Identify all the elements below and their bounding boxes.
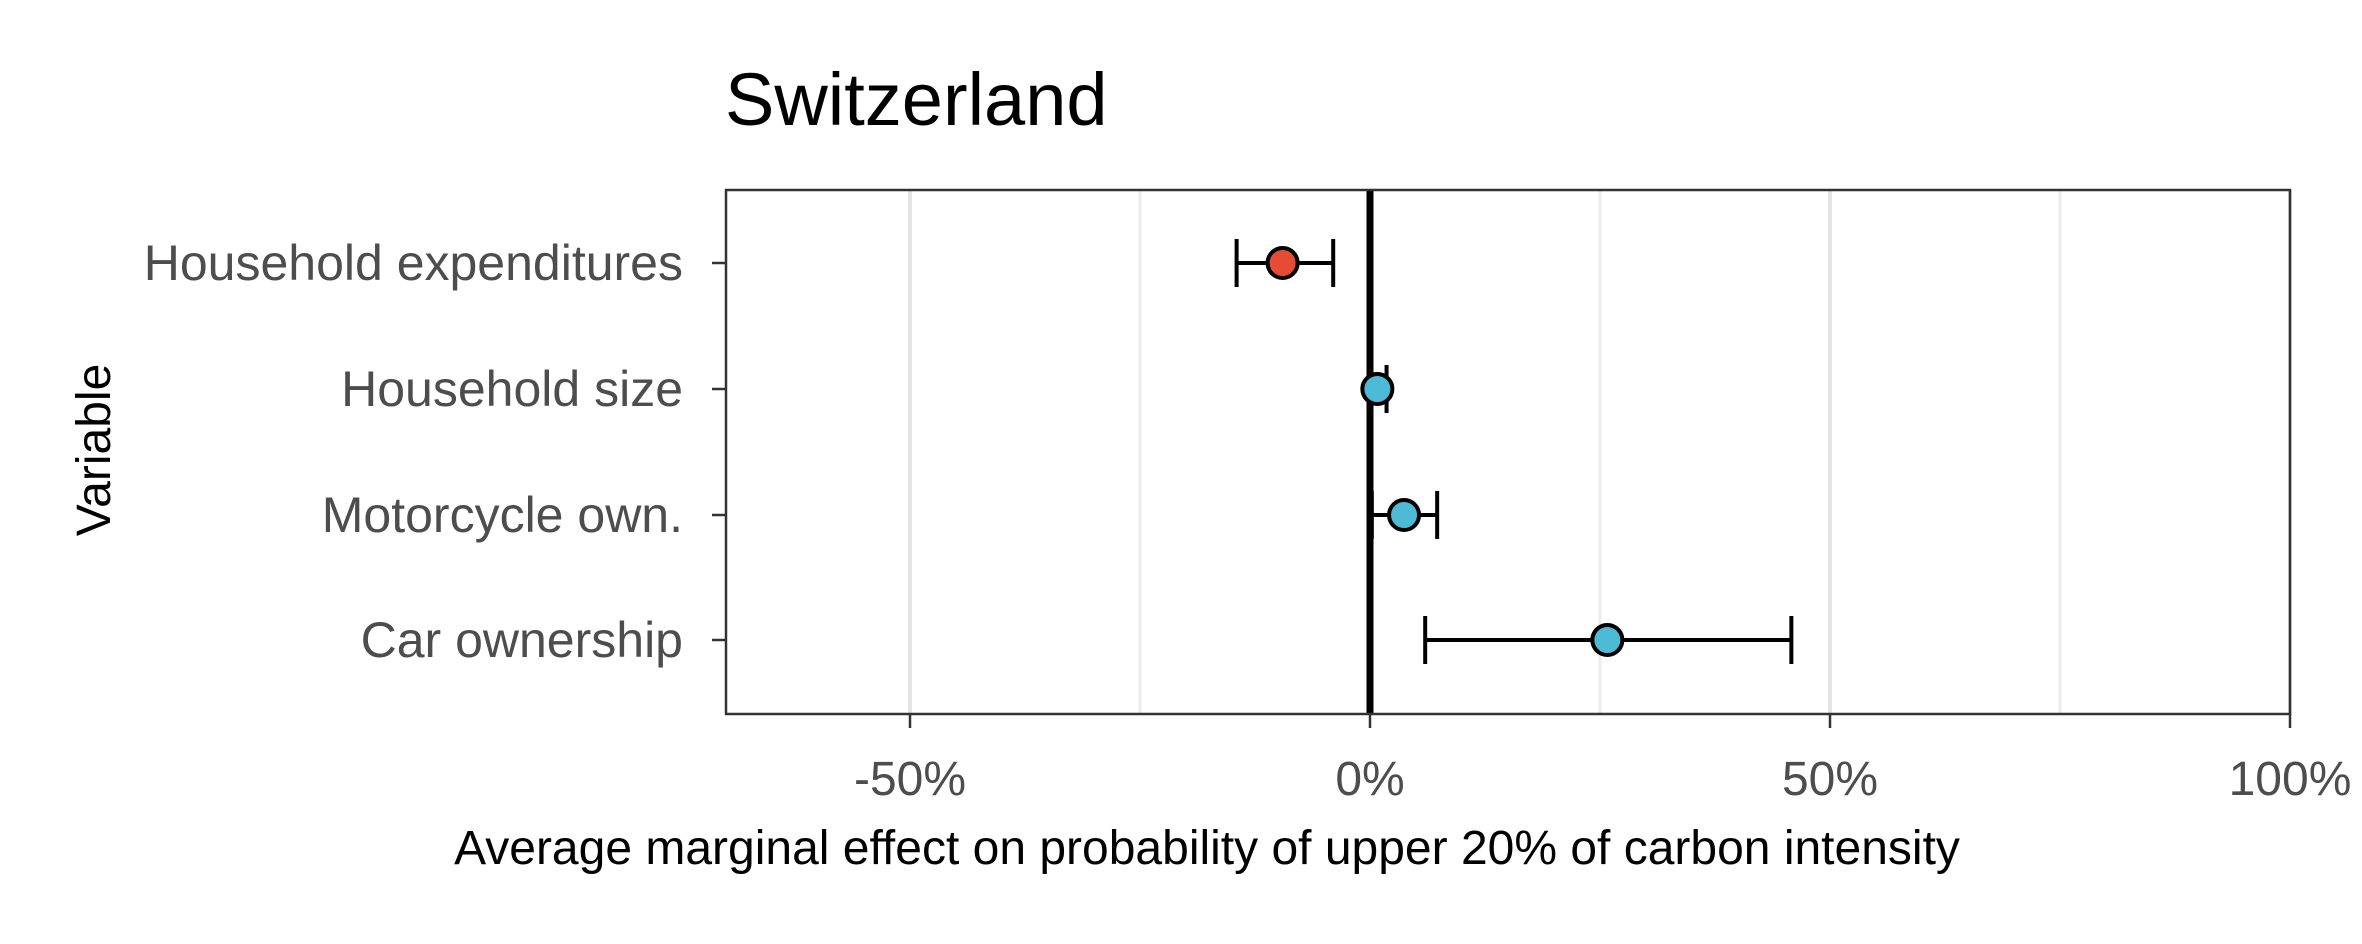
- y-tick-label: Car ownership: [361, 612, 683, 668]
- x-tick-label: 100%: [2229, 753, 2352, 806]
- y-tick-label: Household size: [341, 361, 683, 417]
- panel-border: [724, 188, 2292, 716]
- x-tick-label: -50%: [854, 753, 966, 806]
- chart-title: Switzerland: [725, 58, 1108, 141]
- y-axis-title: Variable: [68, 364, 121, 537]
- x-tick-label: 0%: [1335, 753, 1404, 806]
- x-axis-title: Average marginal effect on probability o…: [454, 822, 1960, 875]
- y-tick-label: Household expenditures: [144, 235, 683, 291]
- plot-area: Household expenditures Household size Moto…: [144, 188, 2352, 806]
- estimate-point: [1590, 623, 1625, 657]
- estimate-point: [1265, 246, 1300, 280]
- y-tick-label: Motorcycle own.: [322, 487, 683, 543]
- estimate-point: [1387, 498, 1422, 532]
- estimate-point: [1360, 372, 1395, 406]
- x-tick-label: 50%: [1782, 753, 1878, 806]
